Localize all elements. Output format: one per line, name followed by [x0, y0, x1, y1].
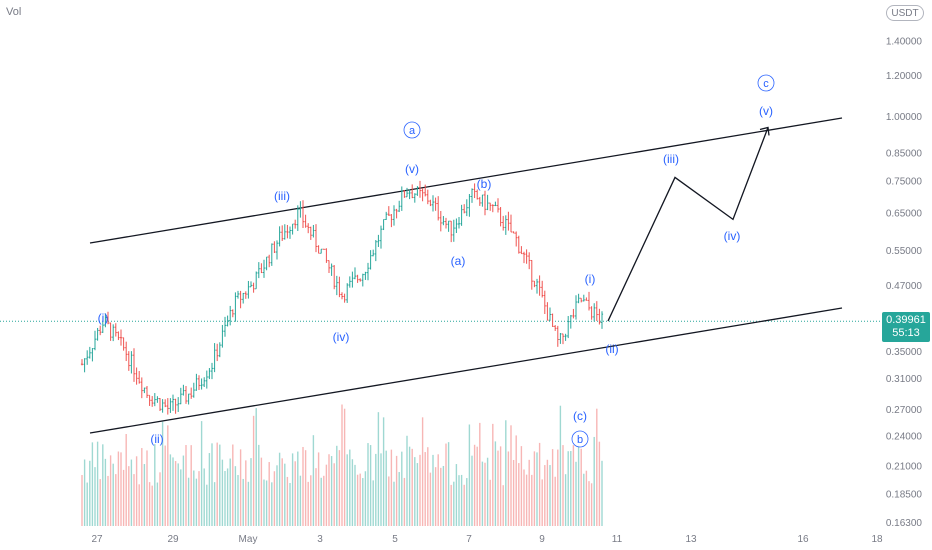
price-tick-label: 0.55000 [886, 246, 923, 257]
price-tick-label: 0.31000 [886, 374, 923, 385]
time-tick-label: 11 [612, 534, 623, 545]
price-tick-label: 0.65000 [886, 208, 923, 219]
wave-label: c [763, 78, 769, 90]
wave-labels: (i) (ii) (iii) (iv) (v) a (a) (b) (c) b (i) (ii) (ii… [98, 74, 775, 448]
price-tick-label: 0.27000 [886, 405, 923, 416]
time-tick-label: 18 [871, 534, 883, 545]
wave-label: (iv) [333, 330, 350, 344]
time-tick-label: 7 [466, 534, 472, 545]
time-tick-label: 27 [91, 534, 103, 545]
projection-arrowhead [759, 126, 770, 136]
candlestick-series [80, 180, 604, 415]
channel-lower-line [89, 307, 843, 434]
wave-label: (iii) [274, 189, 290, 203]
wave-label: a [409, 125, 416, 137]
time-tick-label: 16 [797, 534, 809, 545]
price-tick-label: 1.20000 [886, 71, 923, 82]
last-price-value: 0.39961 [886, 314, 926, 326]
projection-path [607, 126, 770, 322]
wave-label: (v) [405, 162, 419, 176]
wave-label-circle [757, 74, 775, 92]
channel-upper-line [89, 117, 843, 244]
currency-badge[interactable]: USDT [886, 5, 924, 21]
price-tick-label: 1.00000 [886, 112, 923, 123]
wave-label: (c) [573, 409, 587, 423]
wave-label: (i) [585, 272, 596, 286]
price-tick-label: 0.47000 [886, 281, 923, 292]
trend-channel [89, 117, 843, 434]
volume-label: Vol [6, 6, 22, 18]
time-tick-label: 13 [685, 534, 697, 545]
wave-label: (b) [477, 177, 492, 191]
time-tick-label: 5 [392, 534, 398, 545]
wave-label: (a) [451, 254, 466, 268]
price-tick-label: 0.85000 [886, 148, 923, 159]
time-tick-label: 3 [317, 534, 323, 545]
time-tick-label: May [239, 534, 258, 545]
wave-label-circle [571, 430, 589, 448]
price-tick-label: 0.35000 [886, 347, 923, 358]
wave-label: (v) [759, 104, 773, 118]
price-tick-label: 0.16300 [886, 518, 923, 529]
price-tick-label: 0.24000 [886, 431, 923, 442]
price-tick-label: 0.18500 [886, 490, 923, 501]
wave-label-circle [403, 121, 421, 139]
wave-label: (ii) [605, 342, 618, 356]
price-tick-label: 0.21000 [886, 461, 923, 472]
wave-label: (iv) [724, 229, 741, 243]
time-tick-label: 29 [167, 534, 179, 545]
price-tick-label: 1.40000 [886, 37, 923, 48]
volume-bars [81, 404, 603, 526]
time-axis: 27 29 May 3 5 7 9 11 13 16 18 [91, 534, 883, 545]
wave-label: (i) [98, 311, 109, 325]
bar-countdown: 55:13 [892, 327, 920, 339]
last-price-tag: 0.39961 55:13 [882, 312, 930, 342]
wave-label: b [577, 434, 583, 446]
projection-polyline [607, 127, 769, 322]
wave-label: (ii) [150, 432, 163, 446]
wave-label: (iii) [663, 152, 679, 166]
price-axis: 1.40000 1.20000 1.00000 0.85000 0.75000 0.650… [886, 37, 923, 529]
time-tick-label: 9 [539, 534, 545, 545]
price-tick-label: 0.75000 [886, 176, 923, 187]
